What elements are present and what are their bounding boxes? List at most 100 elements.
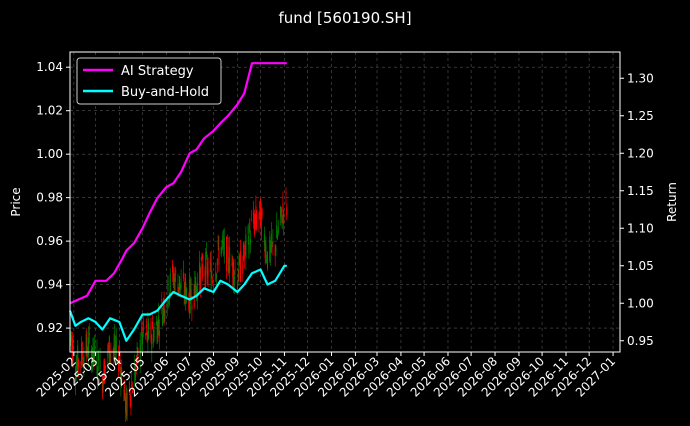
candle-body [277,234,279,239]
candle-body [266,260,268,261]
candle-body [228,267,230,272]
candle-body [274,244,276,256]
candle-body [71,338,73,359]
candle-body [210,263,212,290]
candle-body [209,260,211,265]
candle-body [71,335,73,342]
candle-body [188,299,190,310]
candle-body [256,215,258,229]
candle-body [271,242,273,244]
candle-body [130,395,132,406]
candle-body [260,198,262,227]
legend-label-buy-and-hold: Buy-and-Hold [121,85,209,100]
candle-body [282,203,284,213]
candle-body [220,247,222,256]
candle-body [135,357,137,367]
y-right-tick-label: 1.20 [627,146,654,160]
candle-body [259,201,261,209]
candle-body [125,396,127,413]
candle-body [255,206,257,225]
y-right-tick-label: 1.30 [627,71,654,85]
candle-body [232,257,234,278]
candle-body [98,353,100,361]
candle-body [145,325,147,329]
candle-body [172,264,174,273]
candle-body [104,365,106,368]
candle-body [134,365,136,387]
y-left-tick-label: 0.98 [36,191,63,205]
series-lines [68,62,287,342]
candle-body [264,249,266,259]
candle-body [243,255,245,259]
candle-body [101,377,103,393]
candle-body [88,337,90,355]
candle-body [87,356,89,357]
candle-body [250,238,252,245]
candle-body [104,363,106,383]
candle-body [190,289,192,298]
candle-body [177,283,179,296]
candle-body [215,271,217,280]
candle-body [234,269,236,271]
y-right-tick-label: 1.05 [627,259,654,273]
candle-body [166,302,168,310]
y-left-tick-label: 1.02 [36,104,63,118]
candle-body [182,272,184,279]
y-left-tick-label: 0.96 [36,234,63,248]
candle-body [108,345,110,349]
candle-body [201,255,203,259]
candle-body [280,207,282,216]
candle-body [142,320,144,333]
candle-body [280,206,282,218]
candle-body [221,242,223,244]
candle-body [112,349,114,353]
candle-body [110,349,112,352]
candle-body [211,275,213,277]
candle-body [285,192,287,195]
candle-body [185,281,187,304]
candle-body [281,223,283,228]
candle-body [119,362,121,365]
y-right-tick-label: 1.25 [627,109,654,123]
candle-body [283,211,285,224]
candle-body [189,279,191,314]
y-right-tick-label: 1.00 [627,296,654,310]
candle-body [156,327,158,344]
candle-body [140,349,142,352]
candle-body [242,263,244,274]
candle-body [260,209,262,237]
candle-body [94,342,96,358]
candle-body [199,262,201,285]
candle-body [233,261,235,285]
candle-body [168,301,170,305]
candle-body [81,351,83,359]
candle-body [247,225,249,235]
candle-body [184,277,186,294]
candle-body [72,343,74,362]
candle-body [151,338,153,350]
chart-title: fund [560190.SH] [278,9,411,27]
candle-body [217,240,219,244]
candle-body [195,284,197,297]
candle-body [180,279,182,289]
candle-body [253,220,255,234]
candle-body [194,271,196,296]
buy-and-hold-line [68,264,287,342]
candle-body [115,345,117,353]
candle-body [139,339,141,361]
candle-body [253,211,255,224]
candle-body [96,351,98,375]
candle-body [218,247,220,265]
candle-body [146,332,148,341]
candle-body [212,287,214,289]
candle-body [245,234,247,258]
candle-body [121,368,123,386]
y-axis-left-label: Price [9,187,23,216]
candle-body [163,300,165,317]
candle-body [86,337,88,351]
y-left-tick-label: 1.00 [36,147,63,161]
candle-body [173,273,175,280]
candle-body [272,240,274,243]
y-right-tick-label: 1.15 [627,184,654,198]
candle-body [70,332,72,335]
